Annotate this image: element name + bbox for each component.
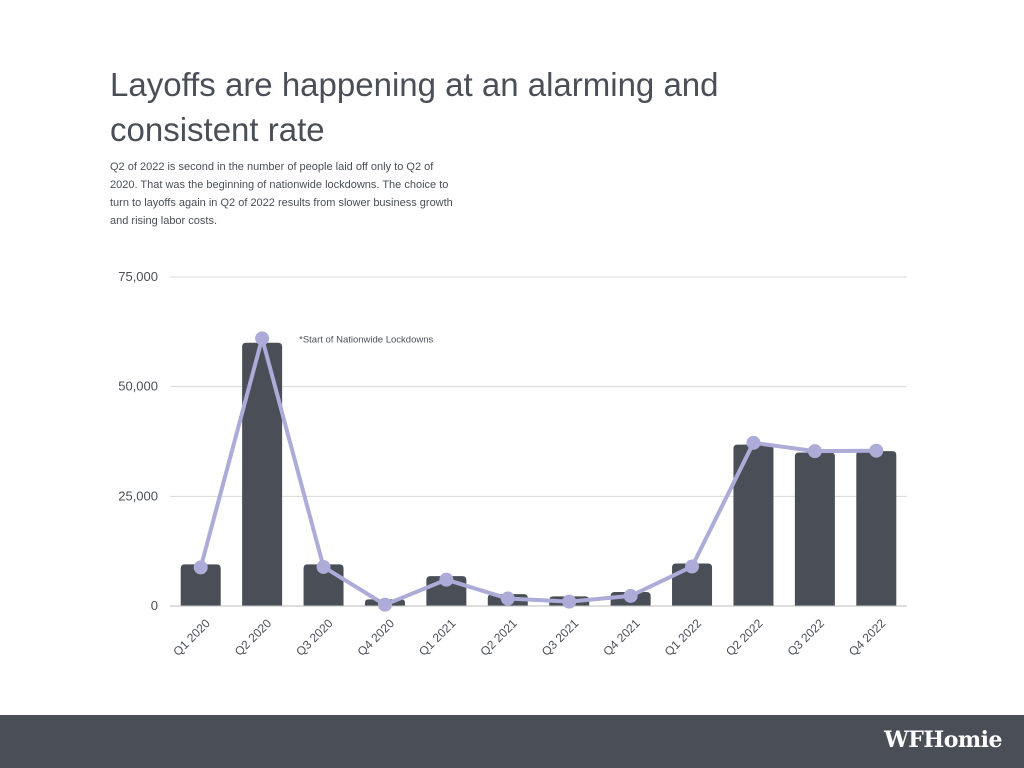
x-tick-label-q4-2021: Q4 2021 xyxy=(600,616,643,659)
wfhomie-logo[interactable]: WFHomie xyxy=(884,727,1002,753)
y-tick-label-1: 25,000 xyxy=(118,488,158,503)
annotation-0: *Start of Nationwide Lockdowns xyxy=(299,334,433,345)
trend-point-q1-2021 xyxy=(439,572,454,587)
x-tick-label-q1-2020: Q1 2020 xyxy=(170,616,213,659)
trend-point-q1-2022 xyxy=(685,559,700,574)
page-subtitle: Q2 of 2022 is second in the number of pe… xyxy=(110,161,453,227)
footer-bar: WFHomie xyxy=(0,715,1024,768)
grid-lines xyxy=(170,276,907,497)
trend-point-q1-2020 xyxy=(193,560,208,575)
x-axis-ticks: Q1 2020 Q2 2020 Q3 2020 Q4 2020 Q1 2021 Q2 20… xyxy=(170,616,888,659)
x-tick-label-q2-2021: Q2 2021 xyxy=(477,616,520,659)
bar-q2-2020 xyxy=(242,342,283,606)
bar-q2-2022 xyxy=(733,444,774,606)
bar-q1-2022 xyxy=(672,563,713,606)
bar-q3-2022 xyxy=(794,452,835,606)
x-tick-label-q1-2022: Q1 2022 xyxy=(662,616,705,659)
page-title: Layoffs are happening at an alarming and… xyxy=(110,66,719,148)
y-tick-label-2: 50,000 xyxy=(118,379,158,394)
trend-point-q2-2020 xyxy=(255,331,270,346)
trend-line xyxy=(198,336,877,607)
x-tick-label-q2-2022: Q2 2022 xyxy=(723,616,766,659)
annotations: *Start of Nationwide Lockdowns xyxy=(299,334,433,345)
x-tick-label-q3-2021: Q3 2021 xyxy=(539,616,582,659)
layoffs-chart: 0 25,000 50,000 75,000 Q1 2020 Q2 2020 Q3 202… xyxy=(118,269,907,659)
trend-point-q4-2021 xyxy=(623,588,638,603)
x-tick-label-q3-2020: Q3 2020 xyxy=(293,616,336,659)
trend-point-q4-2022 xyxy=(869,443,884,458)
x-tick-label-q1-2021: Q1 2021 xyxy=(416,616,459,659)
y-tick-label-0: 0 xyxy=(151,598,158,613)
trend-point-q2-2022 xyxy=(746,435,761,450)
x-tick-label-q3-2022: Q3 2022 xyxy=(785,616,828,659)
trend-point-q3-2022 xyxy=(807,444,822,459)
x-tick-label-q4-2022: Q4 2022 xyxy=(846,616,889,659)
trend-point-q3-2020 xyxy=(316,559,331,574)
line-series xyxy=(193,331,884,612)
y-axis-ticks: 0 25,000 50,000 75,000 xyxy=(118,269,158,613)
x-tick-label-q2-2020: Q2 2020 xyxy=(232,616,275,659)
trend-point-q4-2020 xyxy=(377,597,392,612)
trend-point-q3-2021 xyxy=(562,594,577,609)
bar-q1-2020 xyxy=(180,564,221,606)
trend-point-q2-2021 xyxy=(500,591,515,606)
bar-series xyxy=(180,342,897,606)
bar-q4-2022 xyxy=(856,451,897,606)
y-tick-label-3: 75,000 xyxy=(118,269,158,284)
x-tick-label-q4-2020: Q4 2020 xyxy=(355,616,398,659)
